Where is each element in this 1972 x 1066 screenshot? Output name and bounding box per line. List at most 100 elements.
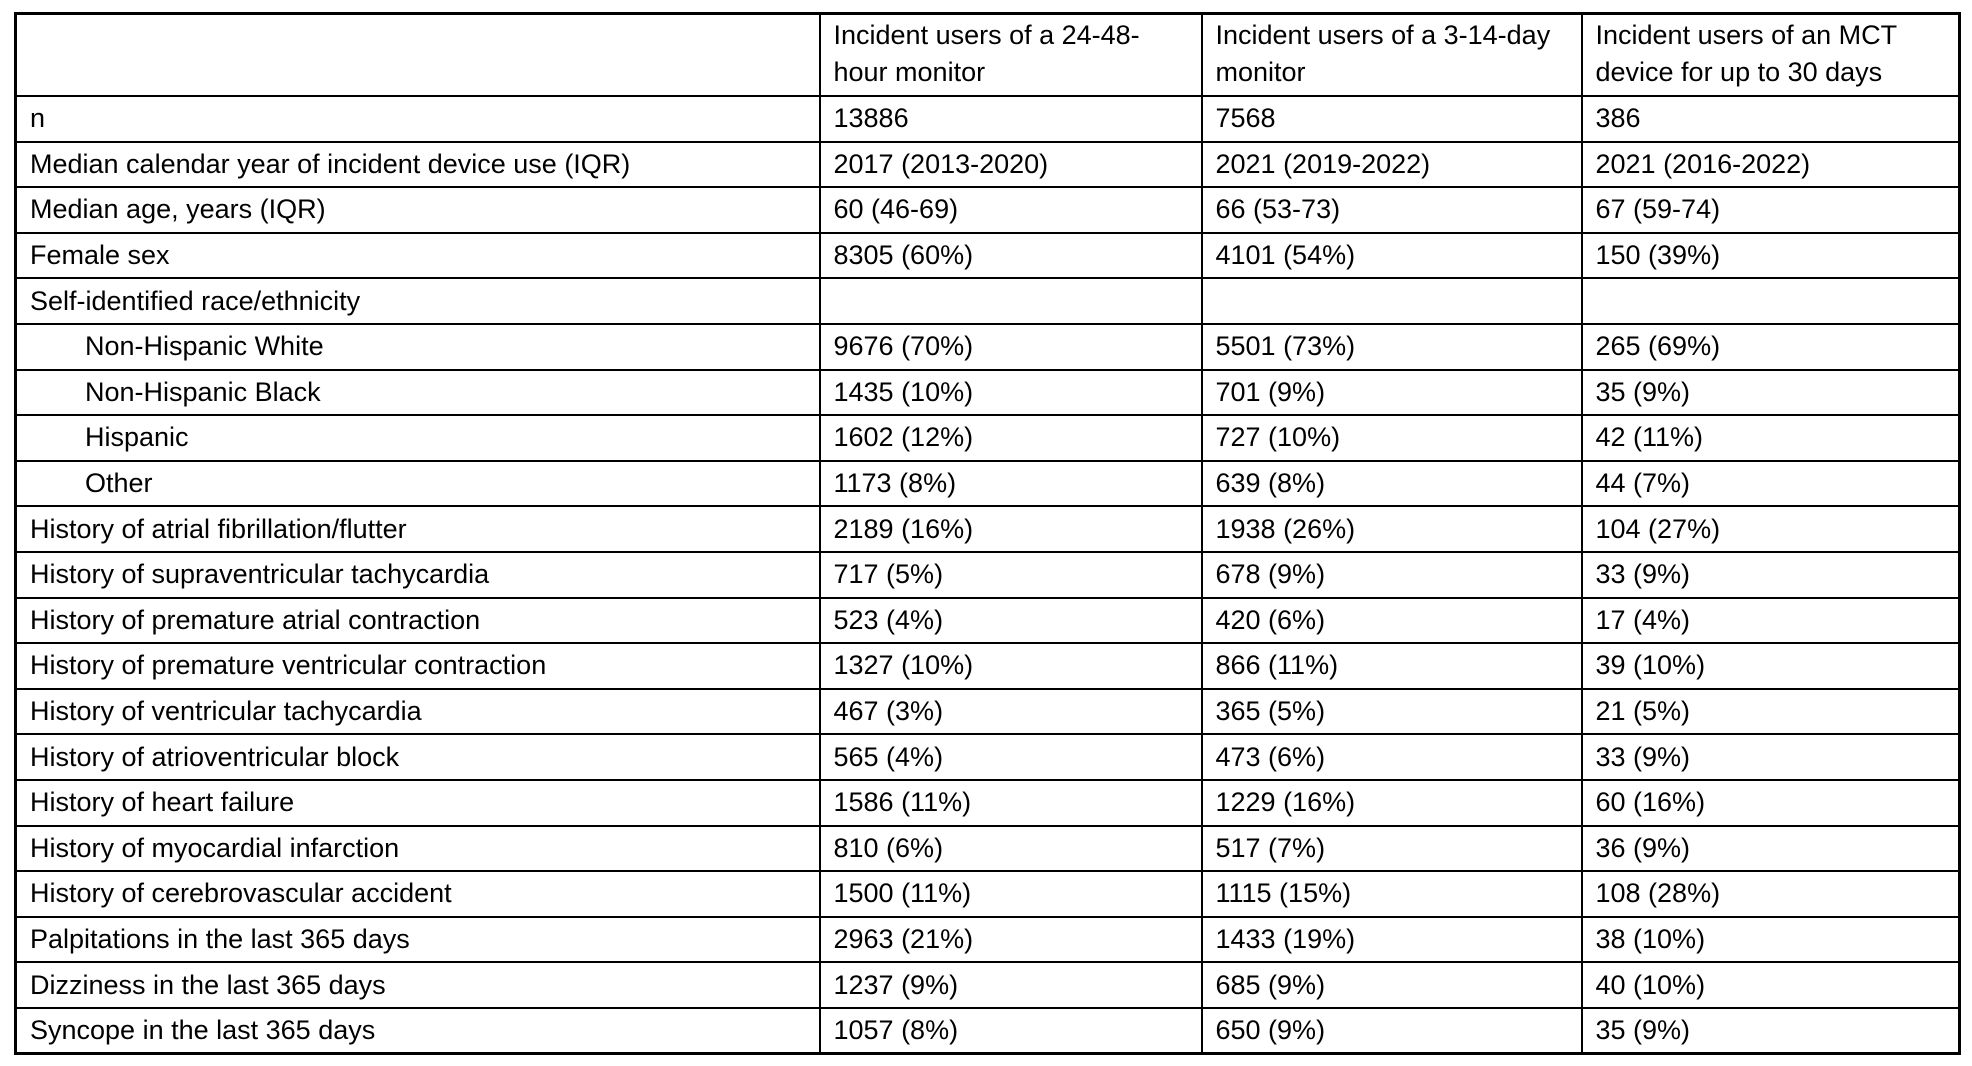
table-row: Palpitations in the last 365 days 2963 (2…: [14, 915, 1961, 964]
table-row: History of heart failure 1586 (11%) 1229 (…: [14, 778, 1961, 827]
cell-value: 21 (5%): [1580, 687, 1961, 736]
column-header: Incident users of a 24-48-hour monitor: [818, 12, 1203, 97]
table-body: n 13886 7568 386 Median calendar year of inc…: [14, 95, 1961, 1055]
cell-value: 60 (16%): [1580, 778, 1961, 827]
cell-value: 108 (28%): [1580, 870, 1961, 918]
row-label: History of myocardial infarction: [14, 824, 821, 873]
column-header: Incident users of an MCT device for up t…: [1580, 12, 1961, 97]
corner-cell: [14, 12, 821, 97]
row-label: Non-Hispanic Black: [14, 368, 821, 417]
cell-value: 2189 (16%): [818, 505, 1203, 553]
cell-value: 13886: [818, 95, 1203, 143]
table-row: Female sex 8305 (60%) 4101 (54%) 150 (39%): [14, 231, 1961, 280]
table-row: Non-Hispanic Black 1435 (10%) 701 (9%) 35 (…: [14, 368, 1961, 417]
table-row: History of ventricular tachycardia 467 (3…: [14, 687, 1961, 736]
cell-value: 8305 (60%): [818, 231, 1203, 280]
cell-value: 38 (10%): [1580, 915, 1961, 964]
row-label: History of ventricular tachycardia: [14, 687, 821, 736]
row-label: Non-Hispanic White: [14, 322, 821, 371]
row-label: History of supraventricular tachycardia: [14, 550, 821, 599]
header-row: Incident users of a 24-48-hour monitor In…: [14, 12, 1961, 97]
table-row: History of myocardial infarction 810 (6%)…: [14, 824, 1961, 873]
cell-value: 473 (6%): [1200, 733, 1583, 781]
cell-value: 1602 (12%): [818, 414, 1203, 462]
row-label: n: [14, 95, 821, 143]
cell-value: 60 (46-69): [818, 186, 1203, 234]
table-row: Non-Hispanic White 9676 (70%) 5501 (73%) 26…: [14, 322, 1961, 371]
cell-value: 39 (10%): [1580, 642, 1961, 690]
cell-value: 810 (6%): [818, 824, 1203, 873]
column-header: Incident users of a 3-14-day monitor: [1200, 12, 1583, 97]
baseline-characteristics-table: Incident users of a 24-48-hour monitor In…: [14, 12, 1961, 1055]
cell-value: 1237 (9%): [818, 961, 1203, 1009]
cell-value: 36 (9%): [1580, 824, 1961, 873]
cell-value: 1586 (11%): [818, 778, 1203, 827]
cell-value: 42 (11%): [1580, 414, 1961, 462]
table-row: Other 1173 (8%) 639 (8%) 44 (7%): [14, 459, 1961, 508]
cell-value: 1173 (8%): [818, 459, 1203, 508]
row-label: History of atrial fibrillation/flutter: [14, 505, 821, 553]
row-label: Hispanic: [14, 414, 821, 462]
row-label: Syncope in the last 365 days: [14, 1006, 821, 1055]
cell-value: 639 (8%): [1200, 459, 1583, 508]
cell-value: 35 (9%): [1580, 1006, 1961, 1055]
row-label: History of premature ventricular contrac…: [14, 642, 821, 690]
table-row: Median age, years (IQR) 60 (46-69) 66 (53-…: [14, 186, 1961, 234]
cell-value: 685 (9%): [1200, 961, 1583, 1009]
cell-value: 1115 (15%): [1200, 870, 1583, 918]
cell-value: 1938 (26%): [1200, 505, 1583, 553]
cell-value: 701 (9%): [1200, 368, 1583, 417]
cell-value: 33 (9%): [1580, 550, 1961, 599]
cell-value: 4101 (54%): [1200, 231, 1583, 280]
cell-value: 1229 (16%): [1200, 778, 1583, 827]
row-label: History of premature atrial contraction: [14, 596, 821, 645]
table-row: History of premature atrial contraction 5…: [14, 596, 1961, 645]
table-row: Syncope in the last 365 days 1057 (8%) 650…: [14, 1006, 1961, 1055]
cell-value: 365 (5%): [1200, 687, 1583, 736]
row-label: Other: [14, 459, 821, 508]
cell-value: 467 (3%): [818, 687, 1203, 736]
table-row: Self-identified race/ethnicity: [14, 277, 1961, 325]
row-label: Self-identified race/ethnicity: [14, 277, 821, 325]
cell-value: 1435 (10%): [818, 368, 1203, 417]
cell-value: 717 (5%): [818, 550, 1203, 599]
row-label: History of atrioventricular block: [14, 733, 821, 781]
cell-value: 523 (4%): [818, 596, 1203, 645]
cell-value: 650 (9%): [1200, 1006, 1583, 1055]
cell-value: 104 (27%): [1580, 505, 1961, 553]
cell-value: [818, 277, 1203, 325]
table-row: History of atrial fibrillation/flutter 21…: [14, 505, 1961, 553]
cell-value: 565 (4%): [818, 733, 1203, 781]
cell-value: 2017 (2013-2020): [818, 140, 1203, 189]
cell-value: 1327 (10%): [818, 642, 1203, 690]
cell-value: 678 (9%): [1200, 550, 1583, 599]
cell-value: [1580, 277, 1961, 325]
cell-value: [1200, 277, 1583, 325]
cell-value: 2963 (21%): [818, 915, 1203, 964]
table-row: History of supraventricular tachycardia 7…: [14, 550, 1961, 599]
cell-value: 386: [1580, 95, 1961, 143]
row-label: History of heart failure: [14, 778, 821, 827]
cell-value: 7568: [1200, 95, 1583, 143]
cell-value: 2021 (2016-2022): [1580, 140, 1961, 189]
cell-value: 17 (4%): [1580, 596, 1961, 645]
table-row: History of premature ventricular contrac…: [14, 642, 1961, 690]
cell-value: 727 (10%): [1200, 414, 1583, 462]
cell-value: 150 (39%): [1580, 231, 1961, 280]
cell-value: 5501 (73%): [1200, 322, 1583, 371]
cell-value: 44 (7%): [1580, 459, 1961, 508]
row-label: Median age, years (IQR): [14, 186, 821, 234]
table-row: History of atrioventricular block 565 (4%…: [14, 733, 1961, 781]
cell-value: 66 (53-73): [1200, 186, 1583, 234]
cell-value: 265 (69%): [1580, 322, 1961, 371]
table-row: Hispanic 1602 (12%) 727 (10%) 42 (11%): [14, 414, 1961, 462]
cell-value: 2021 (2019-2022): [1200, 140, 1583, 189]
table-header: Incident users of a 24-48-hour monitor In…: [14, 12, 1961, 97]
row-label: Dizziness in the last 365 days: [14, 961, 821, 1009]
cell-value: 9676 (70%): [818, 322, 1203, 371]
table-row: History of cerebrovascular accident 1500 …: [14, 870, 1961, 918]
row-label: Median calendar year of incident device …: [14, 140, 821, 189]
row-label: History of cerebrovascular accident: [14, 870, 821, 918]
cell-value: 33 (9%): [1580, 733, 1961, 781]
